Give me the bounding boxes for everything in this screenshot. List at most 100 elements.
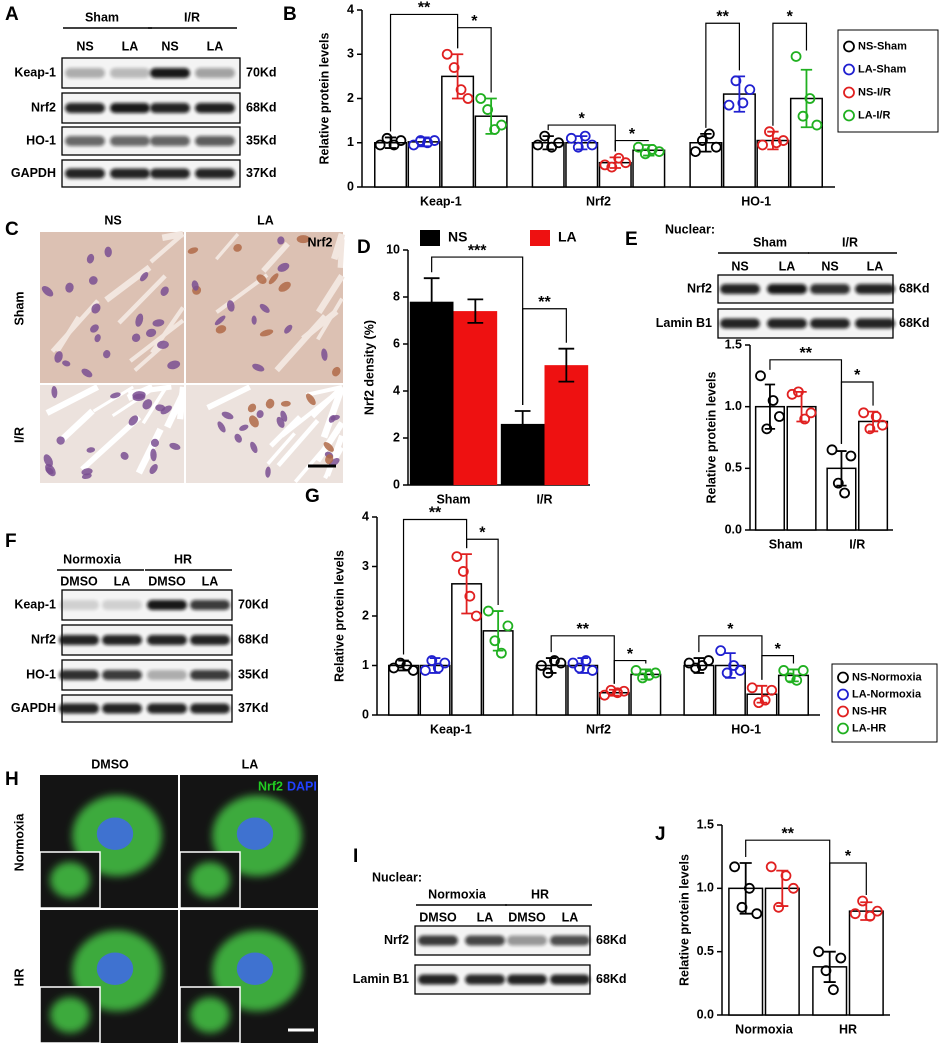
data-point (764, 126, 775, 138)
significance-label: * (845, 848, 852, 865)
x-tick-label: HO-1 (731, 722, 761, 736)
lane-label: NS (161, 39, 178, 53)
panel-label: F (5, 531, 17, 552)
nucleus (157, 340, 169, 349)
data-point (489, 635, 501, 647)
data-point (646, 143, 658, 155)
nucleus (150, 438, 160, 447)
data-point (790, 51, 802, 62)
significance-bracket (550, 635, 615, 684)
significance-label: ** (538, 294, 551, 311)
protein-label: Nrf2 (31, 632, 56, 646)
legend-marker (843, 40, 855, 53)
tissue-fiber (135, 427, 164, 475)
protein-label: Nrf2 (31, 100, 56, 114)
y-tick-label: 1.5 (725, 337, 742, 351)
data-point (755, 370, 766, 382)
protein-label: Lamin B1 (656, 316, 712, 330)
nucleus (321, 348, 328, 361)
data-point (870, 411, 882, 422)
cell-nucleus (96, 952, 134, 985)
nucleus (330, 414, 340, 421)
tissue-fiber (129, 318, 185, 363)
error-bar (558, 347, 575, 383)
bar (858, 420, 889, 531)
significance-label: *** (468, 242, 487, 259)
cell-nucleus (236, 817, 274, 850)
significance-label: * (775, 641, 782, 658)
lane-label: DMSO (419, 910, 457, 924)
blot-band (465, 974, 505, 985)
blot-band (190, 670, 230, 680)
x-tick-label: HR (839, 1022, 857, 1036)
data-point (797, 665, 809, 676)
nucleus (65, 282, 74, 293)
nucleus (135, 313, 144, 327)
nucleus (86, 447, 96, 453)
group-label: Normoxia (63, 552, 122, 566)
data-point (804, 93, 816, 104)
tissue-fiber (305, 385, 343, 397)
data-point (643, 670, 655, 681)
data-point (773, 411, 785, 422)
significance-label: * (629, 126, 636, 143)
nucleus (252, 363, 265, 372)
column-label: DMSO (91, 757, 129, 771)
data-point (832, 477, 844, 489)
legend-marker (837, 671, 849, 684)
data-point (820, 965, 832, 977)
row-label: Normoxia (12, 813, 26, 872)
legend-label: LA-I/R (858, 109, 890, 121)
data-point (495, 647, 507, 659)
bar (453, 311, 498, 485)
nucleus (167, 360, 181, 370)
data-point (448, 62, 460, 73)
panel-label: A (5, 4, 19, 25)
data-point (737, 97, 749, 109)
nucleus (280, 400, 291, 407)
data-point (475, 93, 487, 104)
size-label: 68Kd (899, 316, 930, 330)
blot-band (195, 136, 235, 146)
data-point (696, 135, 708, 146)
tissue-fiber (320, 386, 346, 439)
legend-marker (843, 86, 855, 99)
stain-label: DAPI (287, 779, 317, 793)
blot-band (150, 103, 190, 113)
data-point (827, 984, 839, 996)
tissue-fiber (315, 274, 345, 314)
nucleus (325, 454, 334, 465)
blot-band (190, 600, 230, 610)
lane-label: DMSO (508, 910, 546, 924)
blot-band (720, 318, 760, 329)
nucleus (86, 253, 95, 264)
significance-label: * (479, 524, 486, 541)
nucleus (247, 403, 257, 413)
nucleus (259, 329, 274, 337)
stain-label: Nrf2 (258, 779, 283, 793)
tissue-fiber (261, 241, 290, 273)
nucleus (233, 243, 242, 252)
group-label: HR (174, 552, 192, 566)
blot-band (65, 168, 105, 179)
data-point (729, 861, 741, 873)
data-point (587, 665, 598, 676)
y-tick-label: 2 (347, 91, 354, 105)
nucleus (51, 386, 58, 399)
data-point (650, 667, 661, 679)
panel-label: D (357, 237, 371, 258)
nucleus (41, 286, 54, 297)
nucleus (323, 442, 334, 452)
significance-bracket (457, 27, 492, 93)
tissue-fiber (324, 434, 345, 477)
significance-bracket (705, 22, 740, 128)
data-point (751, 908, 763, 920)
nucleus (104, 246, 112, 258)
bar (544, 365, 589, 485)
row-label: I/R (12, 427, 26, 443)
bar (388, 664, 420, 716)
nucleus (217, 421, 226, 433)
lane-label: DMSO (60, 574, 98, 588)
error-bar (514, 410, 531, 438)
bar (786, 405, 817, 531)
